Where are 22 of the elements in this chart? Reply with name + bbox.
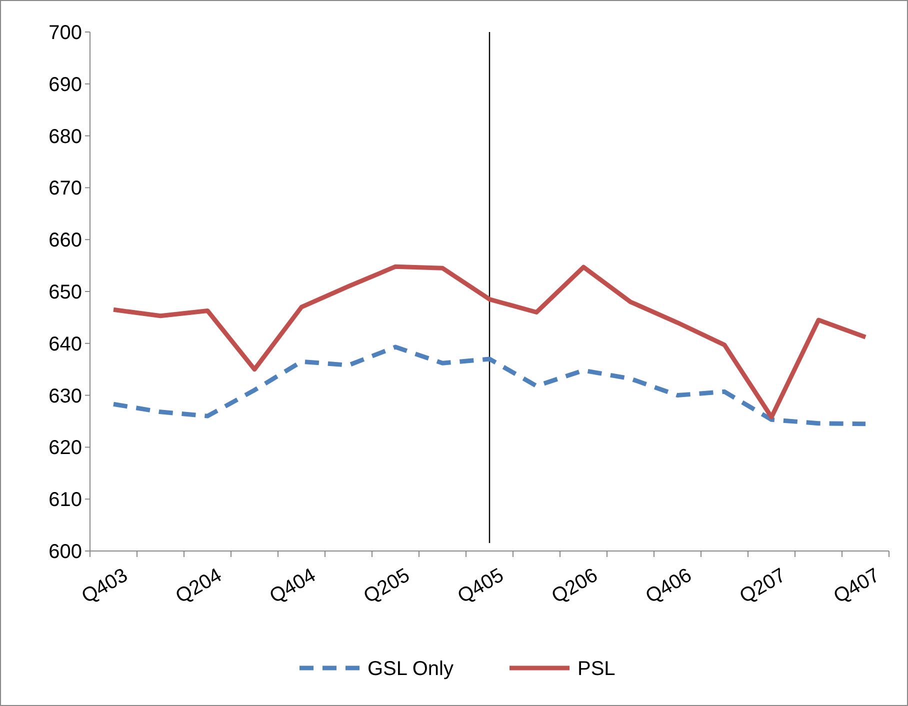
y-tick-label: 600	[48, 541, 82, 563]
x-tick-label: Q406	[642, 564, 696, 608]
x-tick-label: Q405	[454, 564, 508, 608]
y-tick-label: 610	[48, 489, 82, 512]
x-tick-label: Q204	[172, 564, 226, 608]
line-series	[111, 264, 868, 420]
y-tick-label: 670	[48, 178, 82, 200]
y-tick-label: 630	[48, 385, 82, 408]
y-tick-label: 620	[48, 437, 82, 460]
legend-label: PSL	[578, 658, 616, 680]
legend-label: GSL Only	[368, 658, 454, 680]
x-tick-label: Q205	[360, 564, 414, 608]
y-tick-label: 700	[48, 22, 82, 44]
x-tick-label: Q404	[266, 564, 320, 608]
x-tick-label: Q403	[78, 564, 132, 608]
line-series	[111, 344, 868, 426]
y-tick-label: 690	[48, 74, 82, 96]
y-tick-label: 660	[48, 230, 82, 252]
y-tick-label: 640	[48, 333, 82, 356]
x-tick-label: Q206	[548, 564, 602, 608]
y-tick-label: 680	[48, 126, 82, 148]
y-tick-label: 650	[48, 282, 82, 304]
